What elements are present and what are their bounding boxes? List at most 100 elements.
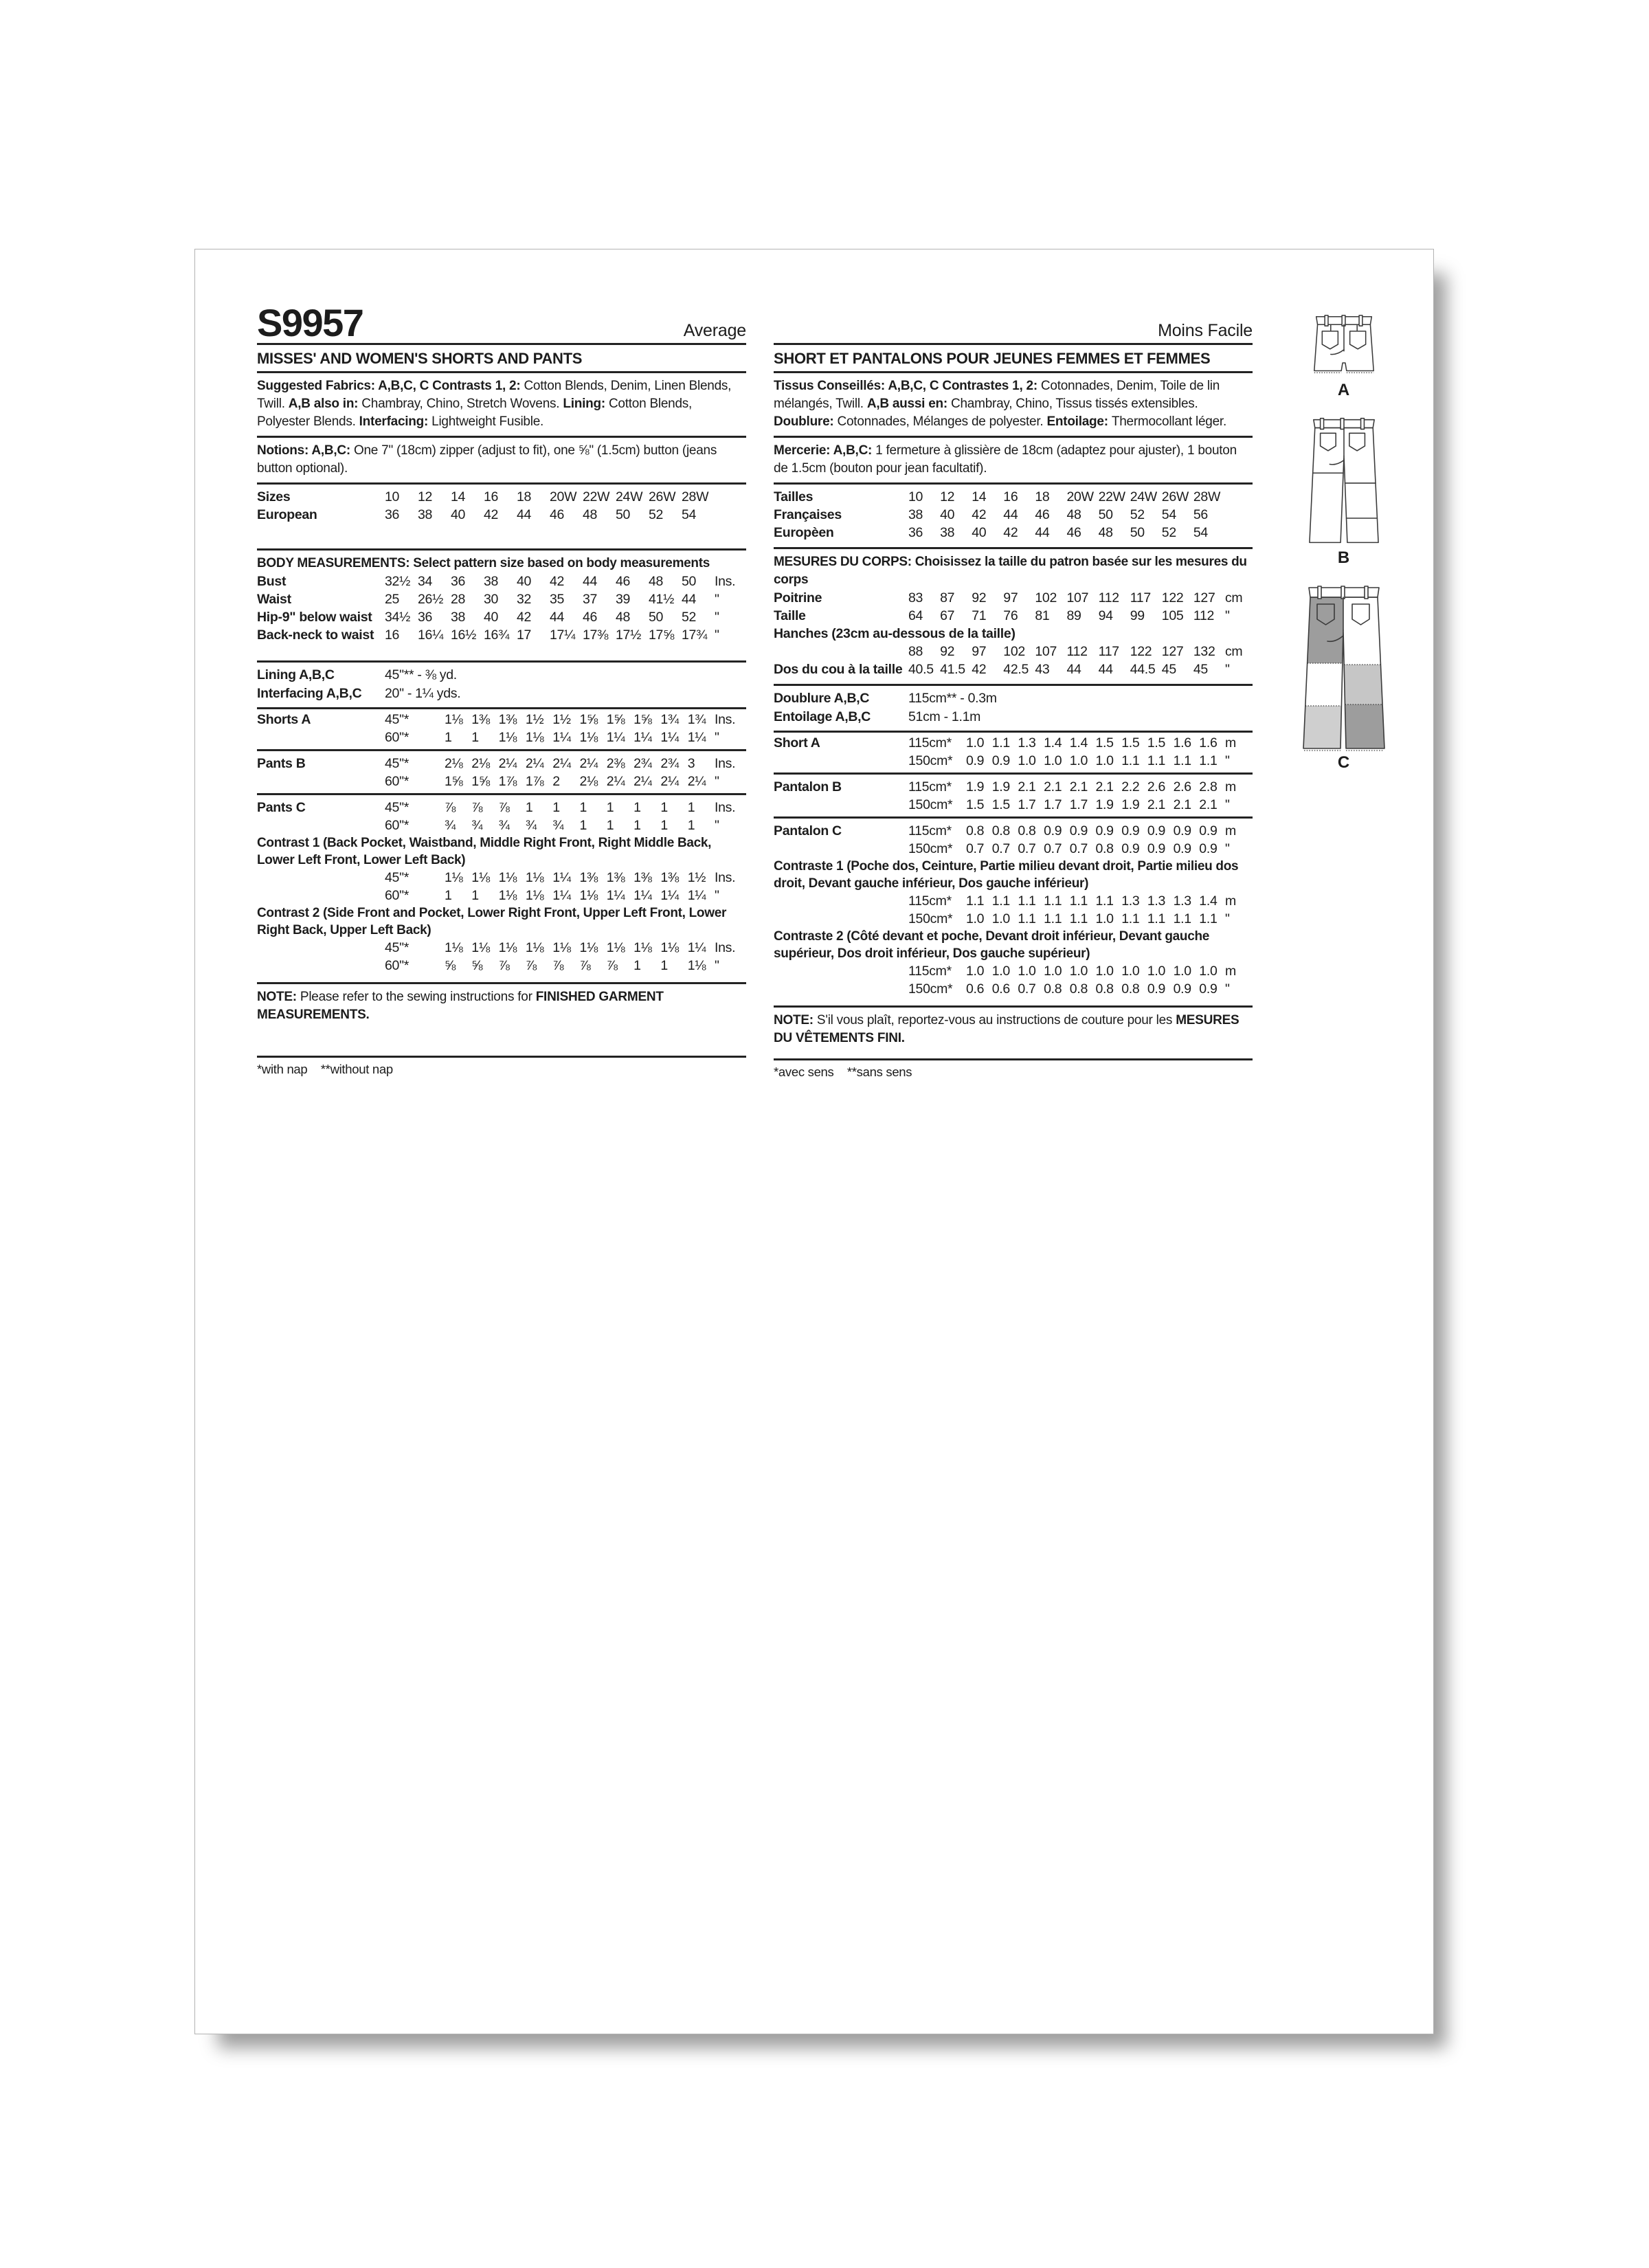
value-cell: 1.0 <box>1121 964 1140 979</box>
value-cell: 2.1 <box>1147 797 1166 812</box>
value-cell: 2⅛ <box>471 756 490 771</box>
value-cell: 1.1 <box>1121 753 1140 768</box>
value-cell: 1⅛ <box>579 888 598 903</box>
value-cell: 1⅛ <box>471 940 490 955</box>
body-measurements-fr: MESURES DU CORPS: Choisissez la taille d… <box>774 547 1253 684</box>
value-cell: 1.1 <box>1069 893 1088 909</box>
notions-fr: Mercerie: A,B,C: 1 fermeture à glissière… <box>774 438 1253 485</box>
value-cell: 102 <box>1003 644 1025 659</box>
value-cell: 14 <box>972 489 987 504</box>
value-cell: 0.9 <box>1095 823 1114 838</box>
value-cell: 30 <box>484 592 499 607</box>
text: S'il vous plaît, reportez-vous au instru… <box>816 1013 1176 1027</box>
value-cell: 1.3 <box>1173 893 1192 909</box>
unit-cell: " <box>714 730 719 745</box>
value-cell: 2¼ <box>606 774 625 789</box>
measurement-row: 60"* ⅝ ⅝ ⅞ ⅞ ⅞ ⅞ ⅞ 1 1 1⅛ " <box>257 957 746 975</box>
value-cell: 1⅜ <box>660 870 679 885</box>
measurement-row: Dos du cou à la taille 40.5 41.5 42 42.5 43 44… <box>774 660 1253 678</box>
value-cell: 17¾ <box>682 627 708 643</box>
row-label: Pantalon B <box>774 779 842 794</box>
row-label: Françaises <box>774 507 842 522</box>
supply-row: Doublure A,B,C 115cm** - 0.3m <box>774 689 1253 708</box>
garment-title-fr: SHORT ET PANTALONS POUR JEUNES FEMMES ET… <box>774 345 1253 373</box>
value-cell: 1¼ <box>552 730 571 745</box>
unit-cell: " <box>1225 981 1230 997</box>
value-cell: 0.9 <box>1173 823 1192 838</box>
measurement-row: European 36 38 40 42 44 46 48 50 52 54 <box>257 506 746 524</box>
body-measurements-heading-en: BODY MEASUREMENTS: Select pattern size b… <box>257 556 710 570</box>
value-cell: 32½ <box>385 574 411 589</box>
value-cell: 40 <box>940 507 955 522</box>
text: Lightweight Fusible. <box>431 414 544 429</box>
value-cell: 1.6 <box>1199 735 1218 751</box>
value-cell: 107 <box>1066 590 1089 605</box>
value-cell: 17½ <box>616 627 642 643</box>
view-b: B <box>1296 414 1392 567</box>
value-cell: 54 <box>1193 525 1208 540</box>
fabric-width: 115cm* <box>908 823 952 838</box>
measurement-row: Back-neck to waist 16 16¼ 16½ 16¾ 17 17¼ 17⅜ 17½… <box>257 626 746 644</box>
value-cell: ¾ <box>445 818 456 833</box>
value-cell: 132 <box>1193 644 1215 659</box>
view-b-label: B <box>1337 548 1351 567</box>
value-cell: 44 <box>583 574 598 589</box>
value-cell: 14 <box>451 489 466 504</box>
value-cell: 28 <box>451 592 466 607</box>
value-cell: 1.6 <box>1173 735 1192 751</box>
value-cell: 1¼ <box>552 888 571 903</box>
value-cell: 1.0 <box>1069 753 1088 768</box>
unit-cell: m <box>1225 779 1236 794</box>
value-cell: 1.4 <box>1044 735 1062 751</box>
value-cell: 67 <box>940 608 955 623</box>
value-cell: 50 <box>616 507 631 522</box>
bold-text: NOTE: <box>774 1013 817 1027</box>
value-cell: 87 <box>940 590 955 605</box>
value-cell: 1.9 <box>1121 797 1140 812</box>
row-label: Sizes <box>257 489 291 504</box>
value-cell: 22W <box>583 489 610 504</box>
value-cell: 1.1 <box>1018 893 1036 909</box>
value-cell: 1⅛ <box>579 940 598 955</box>
row-label: Back-neck to waist <box>257 627 374 643</box>
english-column: S9957 Average MISSES' AND WOMEN'S SHORTS… <box>257 249 746 1077</box>
value-cell: 1 <box>660 800 668 815</box>
value-cell: 42 <box>484 507 499 522</box>
value-cell: 1.7 <box>1018 797 1036 812</box>
value-cell: 112 <box>1193 608 1215 623</box>
fabric-width: 115cm* <box>908 735 952 751</box>
text: Thermocollant léger. <box>1111 414 1226 429</box>
measurement-row: Sizes 10 12 14 16 18 20W 22W 24W 26W 28W <box>257 488 746 506</box>
value-cell: 1.0 <box>991 964 1011 979</box>
value-cell: ¾ <box>525 818 537 833</box>
value-cell: 24W <box>616 489 643 504</box>
row-label: Pants C <box>257 800 306 815</box>
notions-en: Notions: A,B,C: One 7" (18cm) zipper (ad… <box>257 438 746 485</box>
pants-c-back-illustration <box>1303 586 1385 751</box>
garment-views: A B <box>1296 310 1392 787</box>
value-cell: 2.2 <box>1121 779 1140 794</box>
value-cell: 1.7 <box>1069 797 1088 812</box>
value-cell: 0.8 <box>991 823 1011 838</box>
value-cell: 1¼ <box>606 888 625 903</box>
sizes-table-fr: Tailles 10 12 14 16 18 20W 22W 24W 26W 28W Français… <box>774 485 1253 547</box>
row-label: Dos du cou à la taille <box>774 662 903 677</box>
body-measurements-en: BODY MEASUREMENTS: Select pattern size b… <box>257 548 746 660</box>
value-cell: 44 <box>1098 662 1113 677</box>
value-cell: 1 <box>525 800 533 815</box>
value-cell: 1.1 <box>1199 911 1218 926</box>
row-label: Tailles <box>774 489 814 504</box>
value-cell: 25 <box>385 592 400 607</box>
text: Cotton Blends, Polyester Blends. <box>257 397 693 429</box>
row-label: Waist <box>257 592 291 607</box>
fabric-width: 45"* <box>385 940 410 955</box>
measurement-row: Shorts A 45"* 1⅛ 1⅜ 1⅜ 1½ 1½ 1⅝ 1⅝ 1⅝ 1¾ 1¾ Ins. <box>257 711 746 729</box>
value-cell: 1.5 <box>1095 735 1114 751</box>
measurement-row: Hip-9" below waist 34½ 36 38 40 42 44 46 48 50 52 " <box>257 608 746 626</box>
bold-text: A,B also in: <box>288 397 362 411</box>
value-cell: 20W <box>1066 489 1094 504</box>
value-cell: 1⅜ <box>471 712 490 727</box>
value-cell: 1.0 <box>1018 964 1036 979</box>
unit-cell: Ins. <box>714 712 736 727</box>
value-cell: 2¾ <box>660 756 679 771</box>
